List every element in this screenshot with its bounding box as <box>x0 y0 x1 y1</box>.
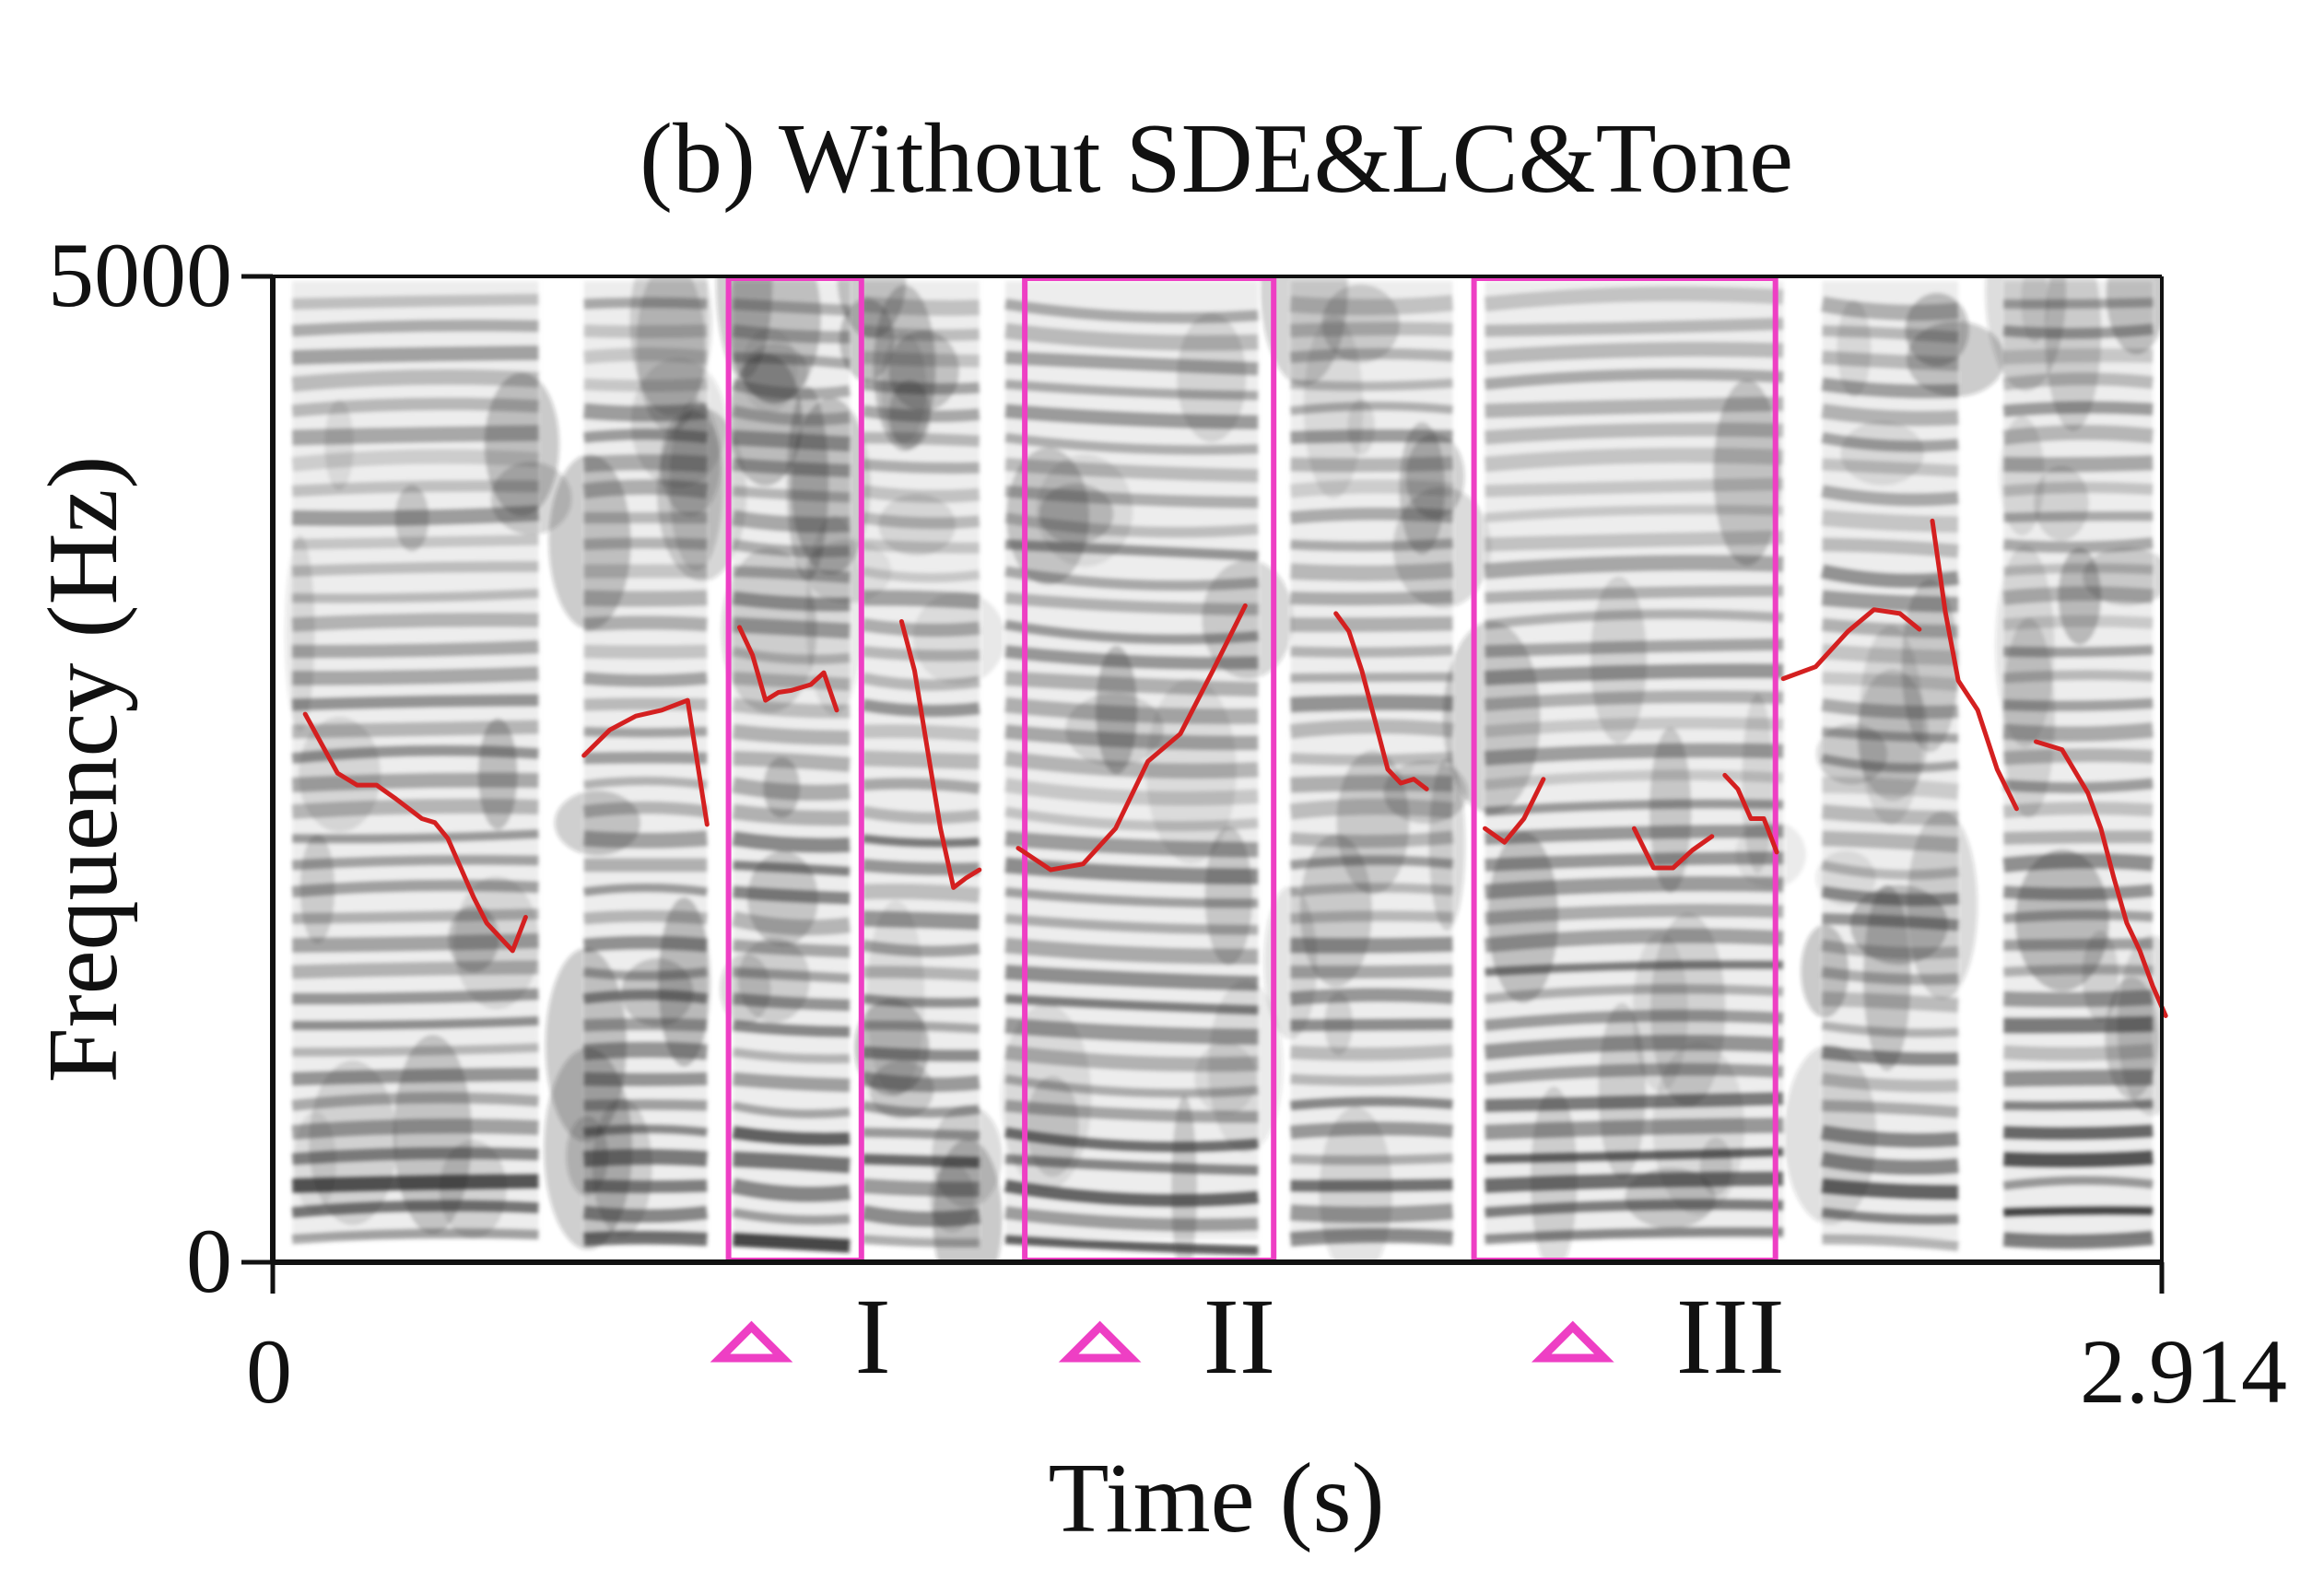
triangle-marker-icon <box>721 1327 783 1358</box>
triangle-marker-icon <box>1069 1327 1132 1358</box>
chart-title: (b) Without SDE&LC&Tone <box>640 104 1793 214</box>
spectrogram-image <box>286 186 2186 1300</box>
highlight-box-label-1: I <box>855 1276 891 1397</box>
box-markers: I II III <box>721 1276 1785 1397</box>
x-tick-label-end: 2.914 <box>2080 1320 2287 1423</box>
triangle-marker-icon <box>1542 1327 1604 1358</box>
y-axis-label: Frequency (Hz) <box>29 456 138 1083</box>
y-tick-label-bottom: 0 <box>186 1210 232 1312</box>
highlight-box-label-2: II <box>1203 1276 1276 1397</box>
y-tick-label-top: 5000 <box>48 224 232 326</box>
x-tick-label-start: 0 <box>246 1320 292 1423</box>
highlight-box-label-3: III <box>1676 1276 1785 1397</box>
x-axis-label: Time (s) <box>1048 1444 1384 1553</box>
